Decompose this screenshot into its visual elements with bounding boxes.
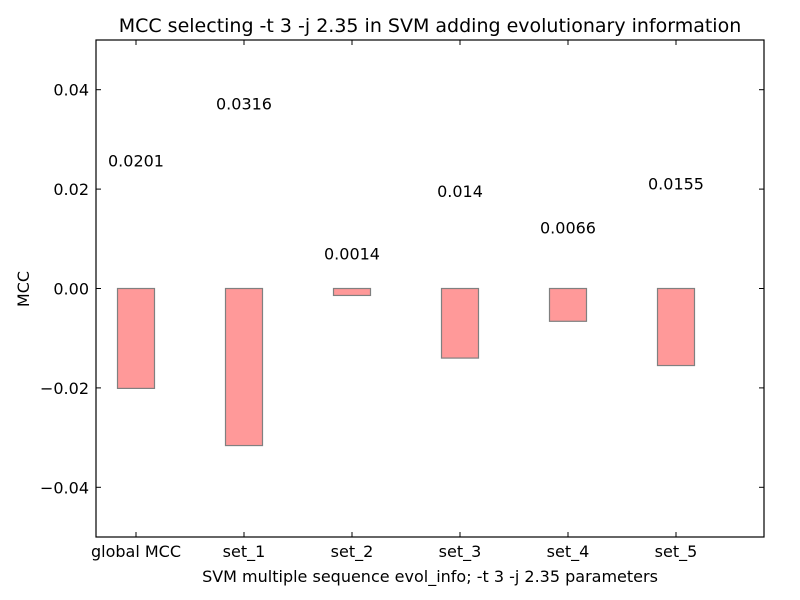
y-tick-label: 0.04 bbox=[53, 81, 89, 100]
x-axis: global MCC set_1 set_2 set_3 set_4 set_5 bbox=[91, 40, 697, 562]
x-tick-label: set_1 bbox=[223, 542, 266, 562]
y-tick-label: 0.02 bbox=[53, 180, 89, 199]
x-tick-label: set_2 bbox=[331, 542, 374, 562]
chart-title: MCC selecting -t 3 -j 2.35 in SVM adding… bbox=[119, 15, 742, 37]
bar-set-3 bbox=[440, 287, 480, 359]
data-label: 0.0014 bbox=[324, 245, 380, 264]
x-tick-label: set_5 bbox=[655, 542, 698, 562]
x-tick-label: set_4 bbox=[547, 542, 590, 562]
data-labels-layer: 0.0201 0.0316 0.0014 0.014 0.0066 0.0155 bbox=[108, 94, 704, 263]
data-label: 0.0155 bbox=[648, 174, 704, 193]
x-tick-label: set_3 bbox=[439, 542, 482, 562]
data-label: 0.0201 bbox=[108, 152, 164, 171]
data-label: 0.014 bbox=[437, 182, 483, 201]
y-axis-label: MCC bbox=[14, 271, 33, 307]
data-label: 0.0066 bbox=[540, 219, 596, 238]
x-tick-label: global MCC bbox=[91, 542, 181, 561]
bar-set-2 bbox=[332, 287, 372, 297]
x-axis-label: SVM multiple sequence evol_info; -t 3 -j… bbox=[202, 567, 658, 587]
y-tick-label: 0.00 bbox=[53, 280, 89, 299]
y-tick-label: −0.02 bbox=[40, 379, 89, 398]
bars-layer bbox=[116, 287, 696, 447]
y-tick-label: −0.04 bbox=[40, 478, 89, 497]
data-label: 0.0316 bbox=[216, 94, 272, 113]
bar-set-4 bbox=[548, 287, 588, 322]
y-axis: −0.04 −0.02 0.00 0.02 0.04 bbox=[40, 81, 764, 497]
bar-set-5 bbox=[656, 287, 696, 367]
bar-global-mcc bbox=[116, 287, 156, 389]
bar-set-1 bbox=[224, 287, 264, 447]
